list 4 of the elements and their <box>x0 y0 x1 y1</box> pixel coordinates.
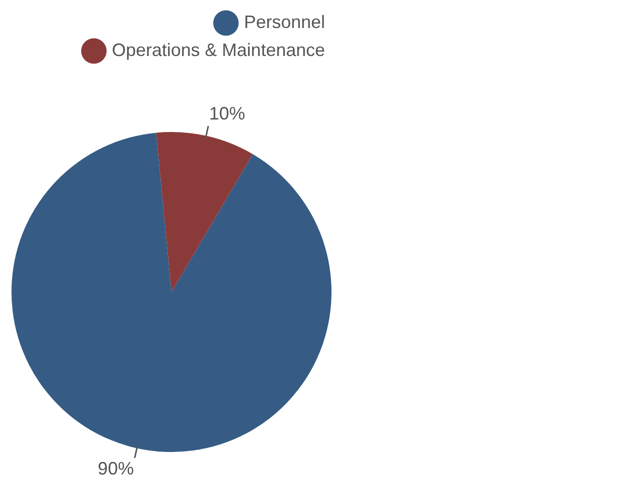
legend-label: Operations & Maintenance <box>112 40 326 60</box>
data-label: 90% <box>98 458 134 479</box>
data-label: 10% <box>209 103 246 124</box>
legend-label: Personnel <box>244 12 326 32</box>
